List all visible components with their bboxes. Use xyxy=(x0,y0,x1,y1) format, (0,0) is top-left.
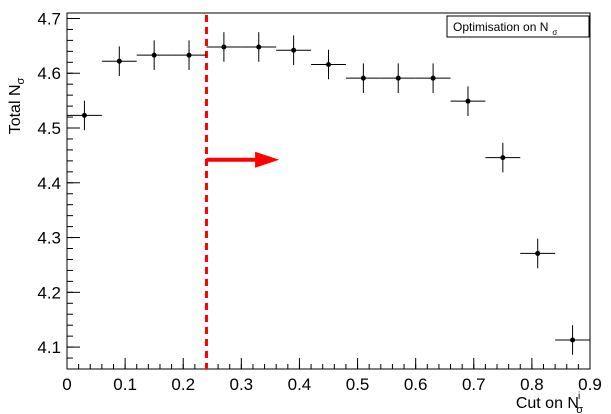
data-point xyxy=(311,49,346,80)
data-marker xyxy=(430,75,436,81)
x-axis-label: Cut on Ni σ xyxy=(516,391,583,414)
data-point xyxy=(171,40,207,70)
legend: Optimisation on N σ xyxy=(446,15,590,38)
data-point xyxy=(450,86,486,116)
legend-text-sub: σ xyxy=(552,28,557,37)
data-marker xyxy=(570,337,576,343)
data-marker xyxy=(465,98,471,104)
y-axis-label: Total Nσ xyxy=(7,78,27,135)
cut-annotation xyxy=(204,15,280,369)
data-marker xyxy=(535,250,541,256)
x-tick-label: 0.1 xyxy=(113,375,137,394)
legend-box xyxy=(446,15,590,38)
y-tick-label: 4.7 xyxy=(37,9,61,28)
data-point xyxy=(415,63,451,93)
x-tick-label: 0.2 xyxy=(171,375,195,394)
data-marker xyxy=(395,75,401,81)
data-point xyxy=(345,63,381,93)
data-point xyxy=(276,35,312,66)
data-marker xyxy=(291,47,297,53)
data-marker xyxy=(326,61,331,67)
data-marker xyxy=(256,44,262,50)
data-marker xyxy=(360,75,366,81)
data-marker xyxy=(81,112,87,118)
y-tick-label: 4.1 xyxy=(37,338,61,357)
x-tick-label: 0.9 xyxy=(578,375,602,394)
y-tick-label: 4.2 xyxy=(37,283,61,302)
x-tick-label: 0.4 xyxy=(288,375,312,394)
legend-text-main: Optimisation on N xyxy=(453,20,548,34)
data-point xyxy=(101,46,137,76)
data-point xyxy=(241,32,277,62)
arrow-head xyxy=(255,151,280,168)
data-marker xyxy=(151,52,157,58)
data-point xyxy=(67,100,102,131)
x-tick-label: 0.6 xyxy=(404,375,428,394)
data-point xyxy=(485,142,521,173)
data-marker xyxy=(500,155,506,161)
x-tick-label: 0.3 xyxy=(230,375,254,394)
x-tick-label: 0.7 xyxy=(462,375,486,394)
data-point xyxy=(206,32,242,62)
y-tick-label: 4.5 xyxy=(37,119,61,138)
y-axis-label-sub: σ xyxy=(15,78,27,85)
data-point xyxy=(380,63,416,93)
y-axis-label-main: Total N xyxy=(7,85,24,135)
data-marker xyxy=(221,44,227,50)
axis-tick-labels: 0 0.1 0.2 0.3 0.4 0.5 0.6 0.7 0.8 0.9 4.1 4.2 4.3 4.4… xyxy=(37,9,601,394)
x-tick-label: 0 xyxy=(62,375,71,394)
data-point xyxy=(555,325,590,355)
data-marker xyxy=(116,58,122,64)
x-axis-label-sub: σ xyxy=(576,404,583,414)
axis-ticks xyxy=(66,17,591,370)
data-marker xyxy=(186,52,192,58)
plot-frame xyxy=(66,12,591,370)
y-tick-label: 4.3 xyxy=(37,229,61,248)
y-tick-label: 4.4 xyxy=(37,174,61,193)
y-tick-label: 4.6 xyxy=(37,64,61,83)
data-points xyxy=(67,32,590,355)
x-tick-label: 0.5 xyxy=(346,375,370,394)
data-point xyxy=(520,238,556,269)
legend-text: Optimisation on N σ xyxy=(453,20,557,37)
data-point xyxy=(136,40,172,70)
x-axis-label-sup: i xyxy=(578,391,580,402)
x-axis-label-main: Cut on N xyxy=(516,395,579,412)
x-tick-label: 0.8 xyxy=(520,375,544,394)
